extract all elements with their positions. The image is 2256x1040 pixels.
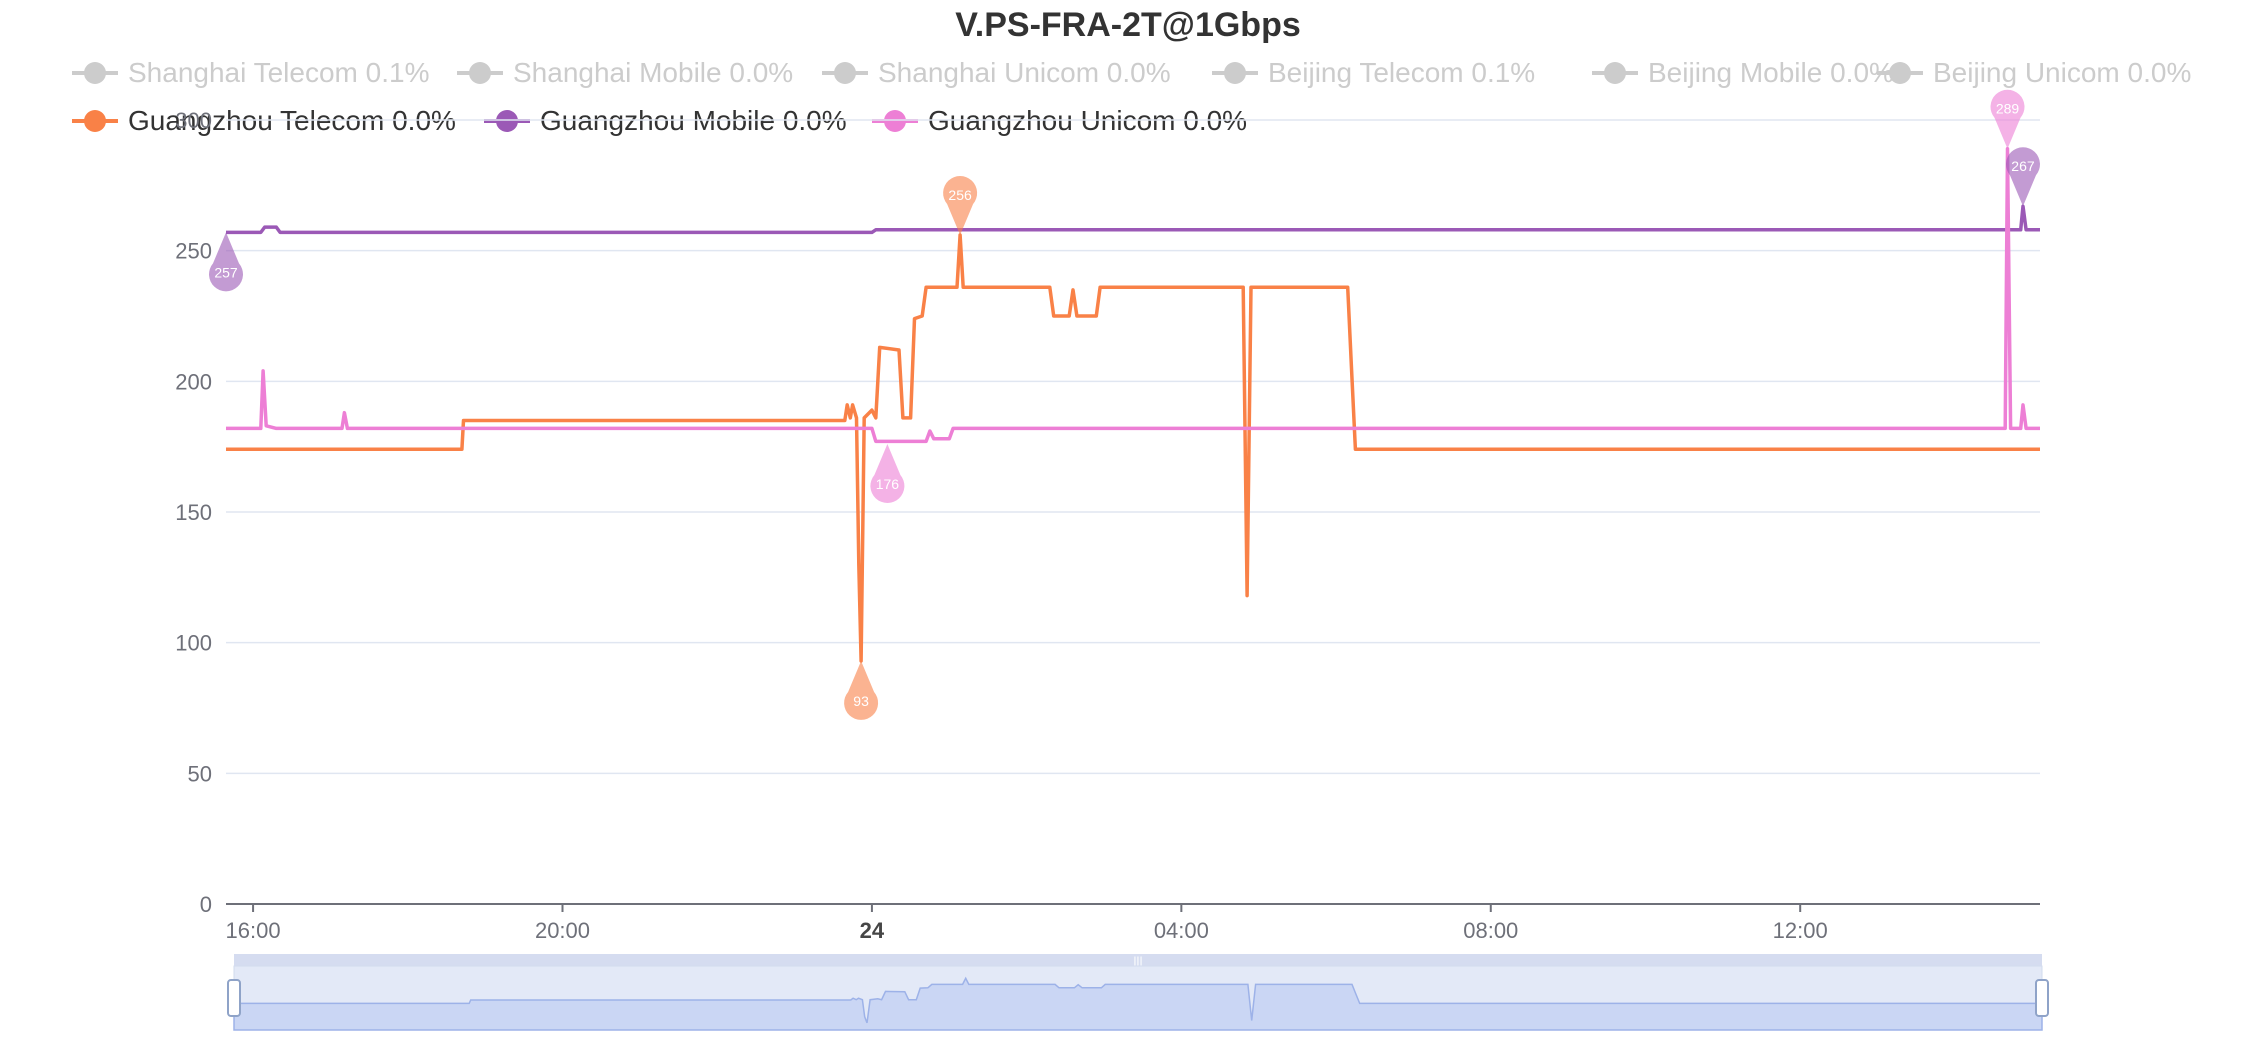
legend-line-icon	[72, 110, 118, 132]
legend-label: Shanghai Unicom 0.0%	[878, 57, 1171, 88]
legend-line-icon	[872, 110, 918, 132]
x-tick-label: 20:00	[535, 918, 590, 943]
legend-line-icon	[484, 110, 530, 132]
legend-item[interactable]: Shanghai Telecom 0.1%	[70, 56, 429, 90]
legend-label: Shanghai Mobile 0.0%	[513, 57, 794, 88]
y-tick-label: 50	[188, 761, 212, 786]
legend-item[interactable]: Beijing Telecom 0.1%	[1210, 56, 1535, 90]
series-line-guangzhou-telecom[interactable]	[226, 233, 2040, 663]
x-tick-label: 12:00	[1773, 918, 1828, 943]
legend-line-icon	[1212, 62, 1258, 84]
grid-layer	[226, 119, 2040, 905]
legend-item[interactable]: Beijing Mobile 0.0%	[1590, 56, 1894, 90]
y-tick-label: 100	[175, 631, 212, 656]
legend-label: Beijing Telecom 0.1%	[1268, 57, 1536, 88]
pin-marker[interactable]: 93	[844, 660, 879, 720]
legend-line-icon	[457, 62, 503, 84]
marker-layer: 257 267 256 93 176 289	[208, 89, 2040, 720]
legend-label: Beijing Unicom 0.0%	[1933, 57, 2192, 88]
pin-marker-label: 93	[853, 693, 869, 709]
datazoom-start-handle[interactable]	[227, 979, 241, 1017]
pin-marker-label: 176	[876, 476, 900, 492]
pin-marker[interactable]: 256	[943, 176, 978, 235]
series-line-guangzhou-unicom[interactable]	[226, 146, 2040, 444]
legend-item[interactable]: Shanghai Unicom 0.0%	[820, 56, 1171, 90]
legend-label: Shanghai Telecom 0.1%	[128, 57, 430, 88]
datazoom-grip-icon: |||	[1133, 954, 1142, 968]
y-tick-label: 200	[175, 369, 212, 394]
pin-marker[interactable]: 267	[2005, 147, 2040, 207]
legend-item[interactable]: Shanghai Mobile 0.0%	[455, 56, 793, 90]
x-tick-label: 04:00	[1154, 918, 1209, 943]
y-tick-label: 150	[175, 500, 212, 525]
datazoom-preview-area	[233, 976, 2043, 1031]
pin-marker[interactable]: 289	[1990, 89, 2025, 149]
legend-line-icon	[822, 62, 868, 84]
x-tick-label: 24	[860, 918, 885, 943]
legend-line-icon	[72, 62, 118, 84]
chart-title: V.PS-FRA-2T@1Gbps	[955, 6, 1301, 44]
x-tick-label: 16:00	[226, 918, 281, 943]
y-tick-label: 300	[175, 108, 212, 133]
axis-layer: 0 50 100 150 200 250 300 16:00 20:00 24 04:00 08:00…	[175, 108, 1827, 943]
pin-marker-label: 267	[2011, 158, 2035, 174]
datazoom-drag-bar[interactable]	[234, 954, 2042, 966]
series-line-guangzhou-mobile[interactable]	[226, 204, 2040, 235]
datazoom-slider: |||	[227, 954, 2049, 1031]
legend-item[interactable]: Beijing Unicom 0.0%	[1875, 56, 2191, 90]
pin-marker-label: 257	[214, 264, 238, 280]
x-tick-label: 08:00	[1463, 918, 1518, 943]
legend-label: Beijing Mobile 0.0%	[1648, 57, 1894, 88]
series-layer	[226, 146, 2040, 663]
pin-marker[interactable]: 257	[208, 232, 243, 292]
y-tick-label: 250	[175, 239, 212, 264]
y-tick-label: 0	[200, 892, 212, 917]
datazoom-end-handle[interactable]	[2035, 979, 2049, 1017]
pin-marker-label: 289	[1996, 101, 2020, 117]
pin-marker-label: 256	[948, 187, 972, 203]
legend-line-icon	[1592, 62, 1638, 84]
pin-marker[interactable]: 176	[870, 444, 905, 504]
legend-line-icon	[1877, 62, 1923, 84]
